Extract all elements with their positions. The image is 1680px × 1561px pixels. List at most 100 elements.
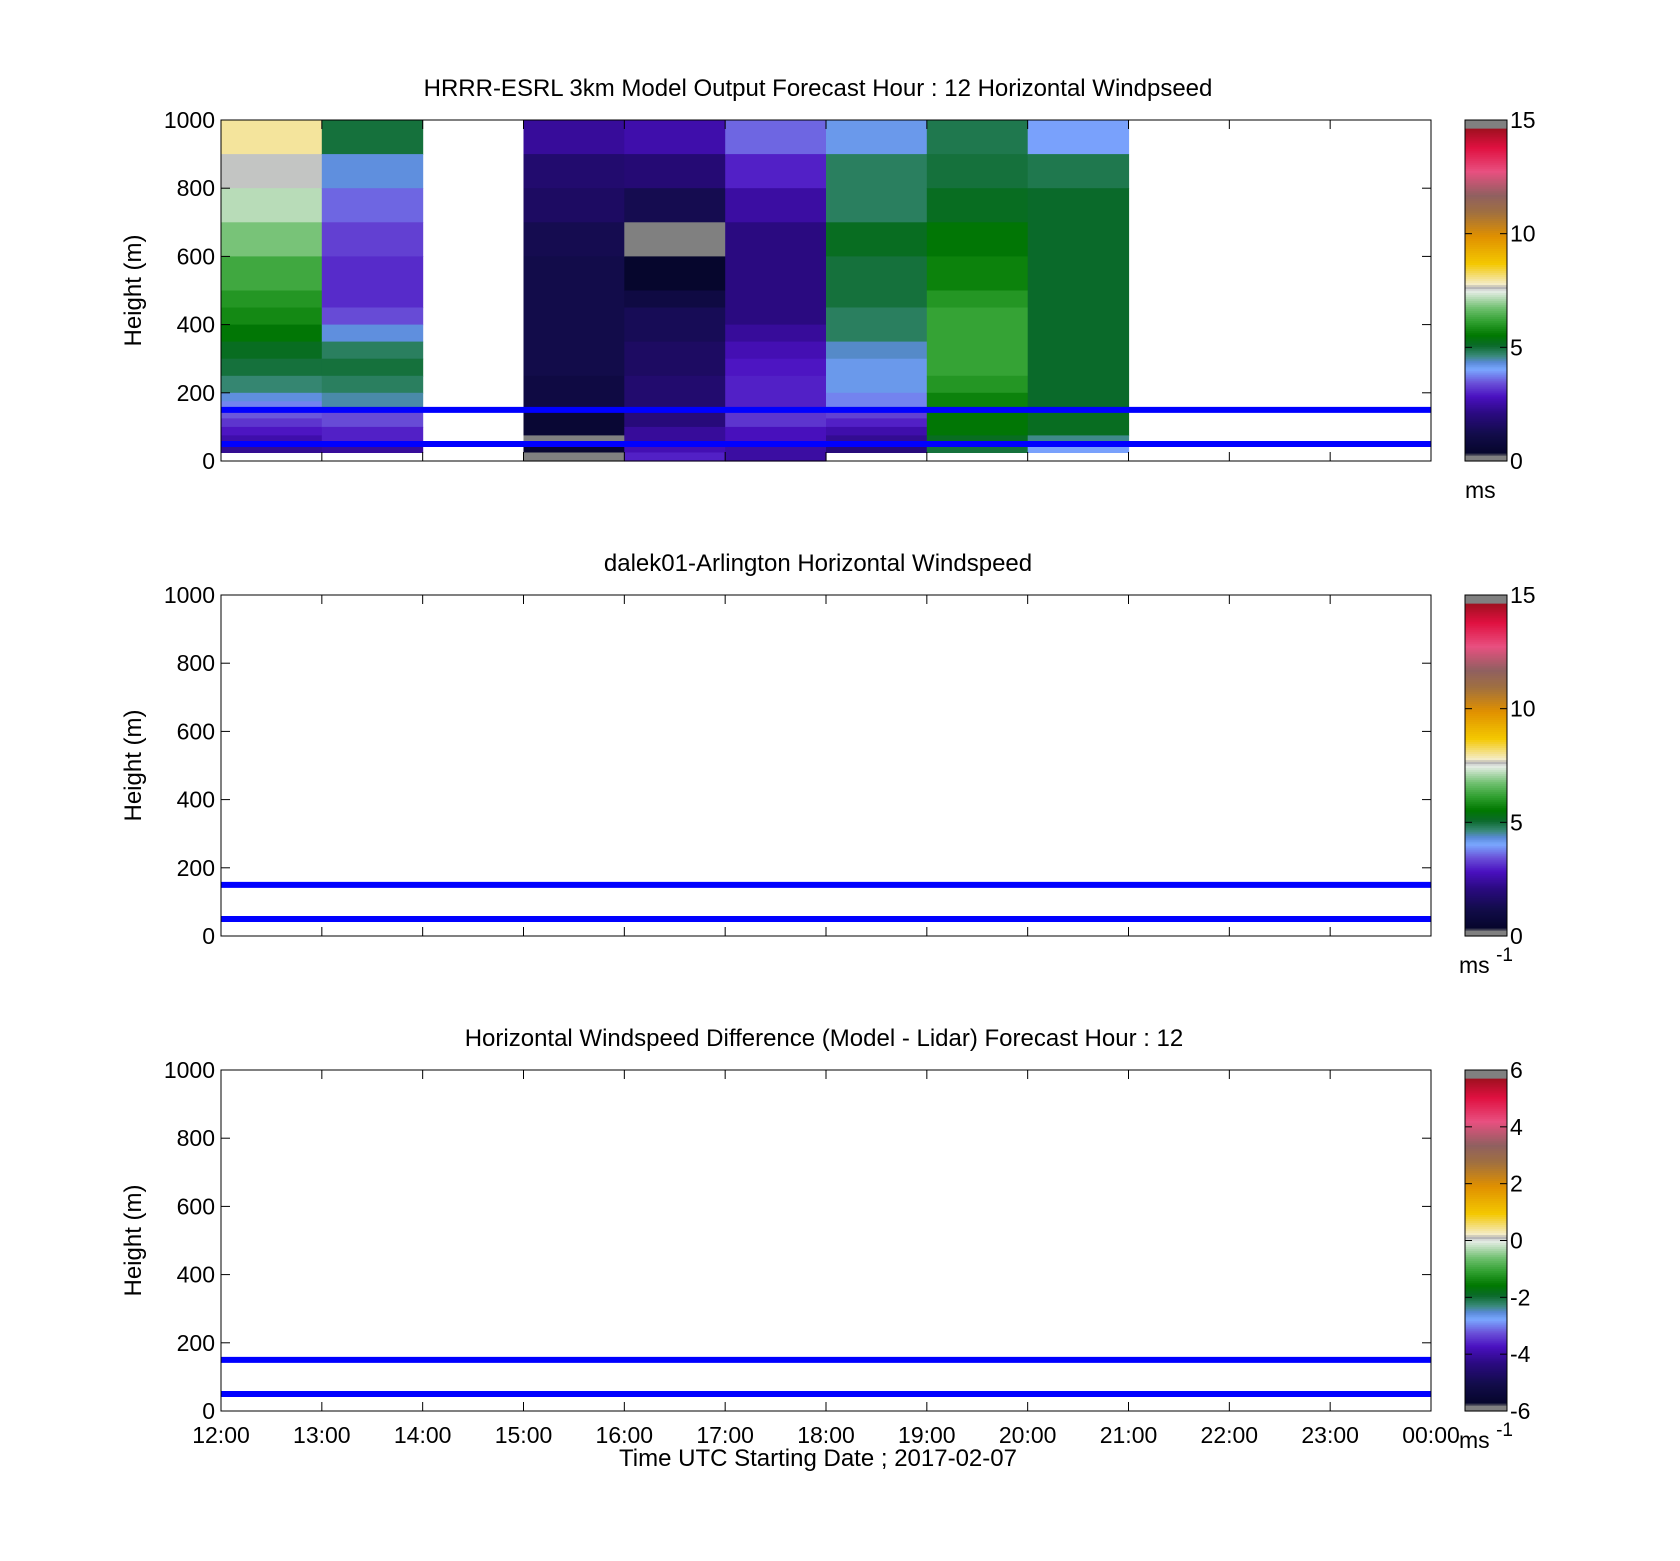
colorbar-segment: [1465, 815, 1507, 819]
reference-lines: [221, 406, 1431, 447]
heatmap-cell: [221, 401, 323, 411]
colorbar-segment: [1465, 825, 1507, 829]
colorbar-segment: [1465, 336, 1507, 340]
heatmap-cell: [624, 409, 726, 428]
colorbar-segment: [1465, 683, 1507, 686]
heatmap-cell: [221, 341, 323, 360]
heatmap-cell: [926, 375, 1029, 394]
colorbar-segment: [1465, 1214, 1507, 1218]
colorbar-unit: ms: [1465, 477, 1496, 503]
colorbar-segment: [1465, 689, 1507, 692]
colorbar-segment: [1465, 1156, 1507, 1159]
heatmap-cell: [321, 324, 424, 343]
colorbar-segment: [1465, 633, 1507, 636]
colorbar-segment: [1465, 248, 1507, 251]
colorbar-segment: [1465, 1144, 1507, 1147]
colorbar-tick-label: -4: [1510, 1341, 1531, 1367]
heatmap-cell: [321, 188, 424, 223]
colorbar-segment: [1465, 1170, 1507, 1173]
colorbar-segment: [1465, 715, 1507, 718]
colorbar-tick-labels: 0 5 10 15: [1510, 107, 1536, 474]
colorbar-segment: [1465, 725, 1507, 728]
heatmap-cell: [221, 188, 323, 223]
colorbar-segment: [1465, 615, 1507, 618]
colorbar-segment: [1465, 731, 1507, 735]
colorbar-segment: [1465, 338, 1507, 342]
colorbar-segment: [1465, 1318, 1507, 1322]
colorbar-segment: [1465, 1320, 1507, 1324]
colorbar-segment: [1465, 637, 1507, 640]
heatmap-cell: [221, 290, 323, 309]
colorbar-segment: [1465, 1286, 1507, 1290]
colorbar-segment: [1465, 450, 1507, 454]
colorbar-segment: [1465, 811, 1507, 815]
colorbar-segment: [1465, 236, 1507, 239]
colorbar-gradient: [1465, 595, 1507, 937]
colorbar-segment: [1465, 597, 1507, 600]
heatmap-cell: [1027, 120, 1130, 155]
colorbar-segment: [1465, 1284, 1507, 1288]
colorbar-segment: [1465, 1402, 1507, 1406]
colorbar-segment: [1465, 428, 1507, 432]
colorbar-segment: [1465, 270, 1507, 274]
heatmap-cell: [624, 120, 726, 155]
heatmap-cell: [826, 358, 928, 394]
colorbar-segment: [1465, 1338, 1507, 1342]
colorbar-segment: [1465, 663, 1507, 666]
colorbar-segment: [1465, 645, 1507, 648]
x-tick-label: 18:00: [797, 1422, 855, 1448]
colorbar-segment: [1465, 767, 1507, 771]
colorbar-segment: [1465, 158, 1507, 161]
colorbar-ticks: [1465, 594, 1507, 937]
colorbar-segment: [1465, 256, 1507, 260]
colorbar-segment: [1465, 370, 1507, 374]
colorbar-segment: [1465, 166, 1507, 169]
colorbar-segment: [1465, 923, 1507, 927]
colorbar-segment: [1465, 186, 1507, 189]
colorbar-segment: [1465, 623, 1507, 626]
colorbar-segment: [1465, 1152, 1507, 1155]
colorbar-segment: [1465, 665, 1507, 668]
colorbar-segment: [1465, 366, 1507, 370]
colorbar-segment: [1465, 781, 1507, 785]
heatmap-cell: [523, 188, 625, 223]
colorbar-segment: [1465, 342, 1507, 346]
colorbar-segment: [1465, 765, 1507, 769]
colorbar-segment: [1465, 382, 1507, 386]
colorbar-segment: [1465, 260, 1507, 264]
colorbar-segment: [1465, 813, 1507, 817]
heatmap-cell: [624, 222, 726, 257]
colorbar-segment: [1465, 1252, 1507, 1256]
colorbar-segment: [1465, 855, 1507, 859]
colorbar-segment: [1465, 302, 1507, 306]
heatmap-cell: [321, 120, 424, 155]
colorbar-segment: [1465, 1244, 1507, 1248]
colorbar-segment: [1465, 847, 1507, 851]
x-tick-label: 20:00: [999, 1422, 1057, 1448]
colorbar-segment: [1465, 1092, 1507, 1095]
colorbar-segment: [1465, 1406, 1507, 1410]
colorbar-segment: [1465, 797, 1507, 801]
colorbar-segment: [1465, 721, 1507, 724]
colorbar-segment: [1465, 1160, 1507, 1163]
colorbar-segment: [1465, 1246, 1507, 1250]
colorbar-segment: [1465, 1334, 1507, 1338]
colorbar-segment: [1465, 705, 1507, 708]
colorbar-segment: [1465, 310, 1507, 314]
y-tick-labels: 0 200 400 600 800 1000: [164, 582, 215, 949]
colorbar-segment: [1465, 1282, 1507, 1286]
x-axis-label: Time UTC Starting Date ; 2017-02-07: [619, 1445, 1017, 1472]
colorbar-segment: [1465, 853, 1507, 857]
heatmap-cell: [826, 120, 928, 155]
colorbar-segment: [1465, 1258, 1507, 1262]
colorbar-segment: [1465, 214, 1507, 217]
colorbar-segment: [1465, 222, 1507, 225]
colorbar-segment: [1465, 1384, 1507, 1388]
colorbar-segment: [1465, 218, 1507, 221]
heatmap-cell: [221, 443, 323, 453]
colorbar-segment: [1465, 907, 1507, 911]
colorbar-segment: [1465, 1336, 1507, 1340]
colorbar-segment: [1465, 446, 1507, 450]
heatmap-cell: [624, 426, 726, 445]
